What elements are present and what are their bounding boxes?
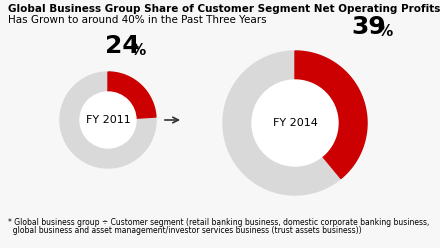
Text: 39: 39 [352,15,386,39]
Text: global business and asset management/investor services business (trust assets bu: global business and asset management/inv… [8,226,362,235]
Text: 24: 24 [105,34,139,58]
Text: FY 2014: FY 2014 [272,118,317,128]
Circle shape [80,92,136,148]
Polygon shape [223,51,367,195]
Polygon shape [108,72,156,118]
Text: * Global business group ÷ Customer segment (retail banking business, domestic co: * Global business group ÷ Customer segme… [8,218,429,227]
Text: FY 2011: FY 2011 [86,115,130,125]
Polygon shape [295,51,367,179]
Polygon shape [60,72,156,168]
Text: Global Business Group Share of Customer Segment Net Operating Profits*: Global Business Group Share of Customer … [8,4,440,14]
Circle shape [252,80,338,166]
Text: Has Grown to around 40% in the Past Three Years: Has Grown to around 40% in the Past Thre… [8,15,267,25]
Text: %: % [378,24,392,39]
Text: %: % [130,43,146,58]
